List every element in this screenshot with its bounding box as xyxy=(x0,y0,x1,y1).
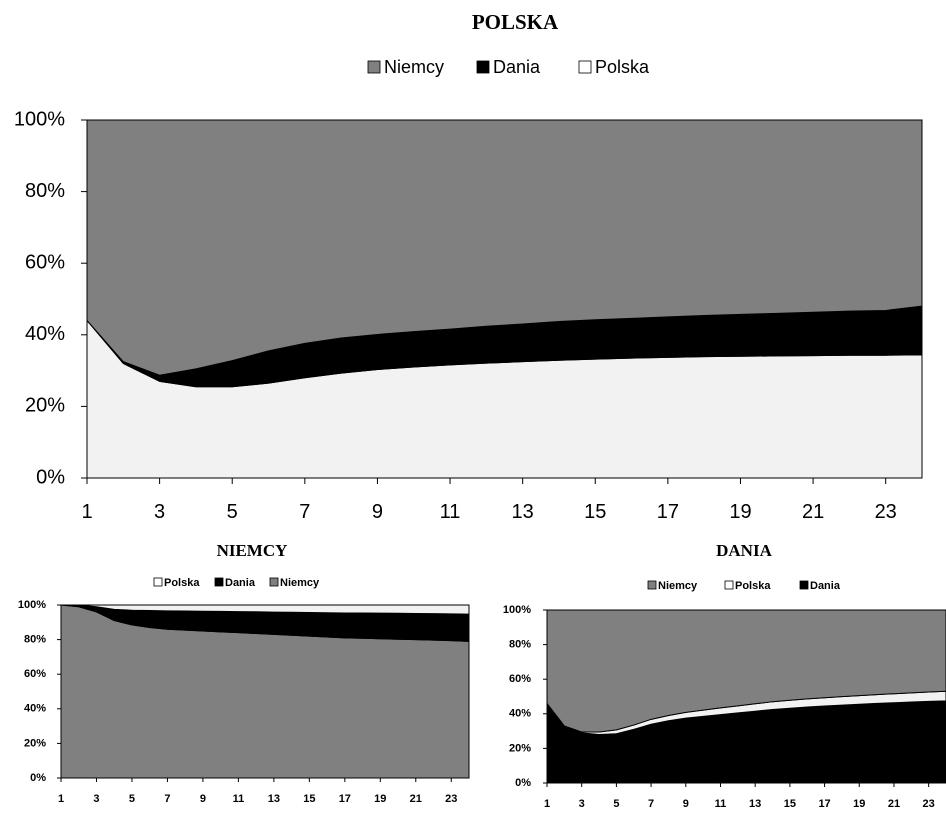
legend-swatch-dania xyxy=(799,580,809,590)
x-tick-label: 23 xyxy=(875,501,897,523)
y-tick-label: 100% xyxy=(18,599,46,611)
x-tick-label: 19 xyxy=(853,798,865,810)
legend-label-polska: Polska xyxy=(735,580,771,592)
plot-area: 0%20%40%60%80%100%1 3 5 7 9 11 13 15 17 19 21 23 xyxy=(503,604,946,810)
y-tick-label: 100% xyxy=(14,108,65,130)
legend-label-niemcy: Niemcy xyxy=(384,57,444,77)
y-tick-label: 0% xyxy=(515,777,531,789)
x-tick-label: 7 xyxy=(648,798,654,810)
x-tick-label: 23 xyxy=(923,798,935,810)
y-tick-label: 20% xyxy=(25,395,65,417)
y-tick-label: 0% xyxy=(36,466,65,488)
x-tick-label: 19 xyxy=(374,793,386,805)
x-tick-label: 11 xyxy=(233,793,245,805)
legend-label-dania: Dania xyxy=(810,580,841,592)
y-tick-label: 40% xyxy=(25,323,65,345)
legend-swatch-dania xyxy=(476,60,490,74)
legend-swatch-polska xyxy=(578,60,592,74)
x-tick-label: 21 xyxy=(410,793,422,805)
x-tick-label: 11 xyxy=(715,798,727,810)
x-tick-label: 13 xyxy=(268,793,280,805)
x-tick-label: 17 xyxy=(657,501,679,523)
legend-label-niemcy: Niemcy xyxy=(658,580,698,592)
x-tick-label: 11 xyxy=(440,501,461,523)
x-tick-label: 9 xyxy=(683,798,689,810)
chart-niemcy: NIEMCY Polska Dania Niemcy 0% 20% 40% 60% 80… xyxy=(18,541,470,805)
x-tick-label: 9 xyxy=(200,793,206,805)
y-tick-label: 80% xyxy=(24,634,46,646)
x-tick-label: 5 xyxy=(613,798,619,810)
legend-swatch-niemcy xyxy=(367,60,381,74)
plot-frame xyxy=(546,609,946,784)
chart-dania: DANIA Niemcy Polska Dania 0% 20% 40% 60% 80%… xyxy=(503,541,946,810)
x-tick-label: 15 xyxy=(303,793,315,805)
legend: Polska Dania Niemcy xyxy=(153,577,320,589)
y-tick-label: 40% xyxy=(509,708,531,720)
x-tick-label: 3 xyxy=(154,501,165,523)
x-tick-label: 7 xyxy=(164,793,170,805)
legend-label-niemcy: Niemcy xyxy=(280,577,320,589)
x-tick-label: 21 xyxy=(802,501,824,523)
y-tick-label: 80% xyxy=(25,180,65,202)
x-tick-label: 17 xyxy=(339,793,351,805)
x-tick-label: 7 xyxy=(299,501,310,523)
chart-polska: POLSKA Niemcy Dania Polska 0% 20% 40% 60% 80… xyxy=(14,10,923,523)
x-tick-label: 13 xyxy=(512,501,534,523)
y-tick-label: 100% xyxy=(503,604,531,616)
y-tick-label: 20% xyxy=(24,737,46,749)
x-tick-label: 5 xyxy=(227,501,238,523)
chart-title: POLSKA xyxy=(472,10,559,34)
x-tick-label: 21 xyxy=(888,798,900,810)
legend-swatch-polska xyxy=(153,577,163,587)
chart-title: NIEMCY xyxy=(217,541,288,560)
x-tick-label: 5 xyxy=(129,793,135,805)
legend-swatch-dania xyxy=(214,577,224,587)
y-tick-label: 80% xyxy=(509,639,531,651)
legend-swatch-polska xyxy=(724,580,734,590)
legend-swatch-niemcy xyxy=(269,577,279,587)
y-tick-label: 60% xyxy=(24,668,46,680)
legend: Niemcy Dania Polska xyxy=(367,57,650,77)
y-tick-label: 0% xyxy=(30,772,46,784)
x-tick-label: 9 xyxy=(372,501,383,523)
x-tick-label: 23 xyxy=(445,793,457,805)
legend-swatch-niemcy xyxy=(647,580,657,590)
chart-title: DANIA xyxy=(716,541,772,560)
legend-label-dania: Dania xyxy=(493,57,541,77)
legend-label-polska: Polska xyxy=(164,577,200,589)
x-tick-label: 19 xyxy=(729,501,751,523)
y-tick-label: 60% xyxy=(25,251,65,273)
x-tick-label: 15 xyxy=(584,501,606,523)
x-tick-label: 17 xyxy=(818,798,830,810)
legend: Niemcy Polska Dania xyxy=(647,580,841,592)
x-tick-label: 1 xyxy=(81,501,92,523)
x-tick-label: 1 xyxy=(58,793,64,805)
plot-area: 0%20%40%60%80%100%1 3 5 7 9 11 13 15 17 19 21 23 xyxy=(14,108,923,523)
legend-label-polska: Polska xyxy=(595,57,650,77)
x-tick-label: 1 xyxy=(544,798,550,810)
y-tick-label: 20% xyxy=(509,742,531,754)
plot-frame xyxy=(60,604,470,779)
plot-frame xyxy=(86,119,923,479)
y-tick-label: 60% xyxy=(509,673,531,685)
legend-label-dania: Dania xyxy=(225,577,256,589)
x-tick-label: 3 xyxy=(579,798,585,810)
x-tick-label: 15 xyxy=(784,798,796,810)
plot-area: 0%20%40%60%80%100%1 3 5 7 9 11 13 15 17 19 21 23 xyxy=(18,599,470,805)
y-tick-label: 40% xyxy=(24,703,46,715)
x-tick-label: 3 xyxy=(93,793,99,805)
x-tick-label: 13 xyxy=(749,798,761,810)
